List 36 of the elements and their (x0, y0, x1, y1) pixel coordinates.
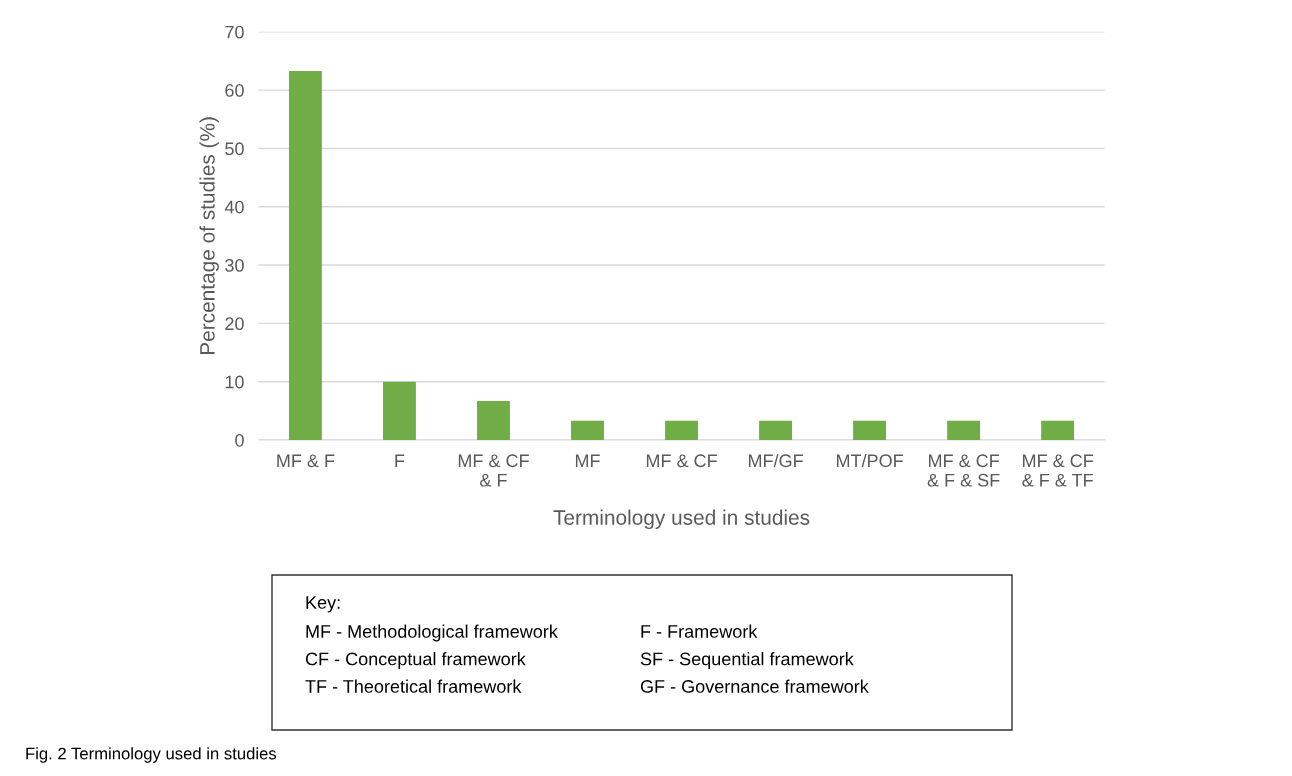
bar (853, 420, 887, 440)
x-tick-label: MF & CF & F & SF (927, 454, 1000, 487)
bar (1041, 420, 1075, 440)
caption: Fig. 2 Terminology used in studies (26, 747, 277, 763)
bar (477, 400, 510, 440)
text: MF - Methodological framework (306, 624, 558, 642)
x-tick-label: F (395, 454, 405, 467)
x-tick-label: MF & F (277, 454, 335, 468)
y-tick-label: 50 (225, 142, 244, 156)
bar (665, 420, 698, 440)
x-tick-label: MF & CF & F (458, 454, 529, 487)
y-tick-label: 70 (225, 25, 244, 39)
y-tick-label: 20 (225, 317, 244, 331)
text: SF - Sequential framework (640, 652, 854, 669)
text: F - Framework (641, 624, 758, 638)
bar (288, 70, 322, 440)
x-tick-label: MF & CF (646, 454, 717, 468)
y-tick-label: 10 (225, 375, 244, 389)
y-tick-label: 30 (225, 258, 244, 272)
bar (571, 420, 604, 440)
x-tick-label: MF & CF & F & TF (1022, 454, 1094, 487)
text: CF - Conceptual framework (305, 652, 526, 669)
text: GF - Governance framework (640, 679, 869, 693)
x-tick-label: MT/POF (836, 453, 903, 468)
bar (947, 420, 981, 440)
y-axis-title: Percentage of studies (%) (199, 117, 219, 355)
text: Key: (306, 596, 340, 613)
y-tick-label: 60 (225, 84, 244, 97)
x-tick-label: MF/GF (748, 453, 803, 468)
bar (382, 381, 416, 440)
x-tick-label: MF (575, 454, 600, 467)
text: TF - Theoretical framework (305, 679, 522, 693)
y-tick-label: 40 (224, 200, 244, 214)
bar (759, 420, 793, 440)
x-axis-title: Terminology used in studies (553, 509, 810, 530)
y-tick-label: 0 (235, 433, 244, 447)
